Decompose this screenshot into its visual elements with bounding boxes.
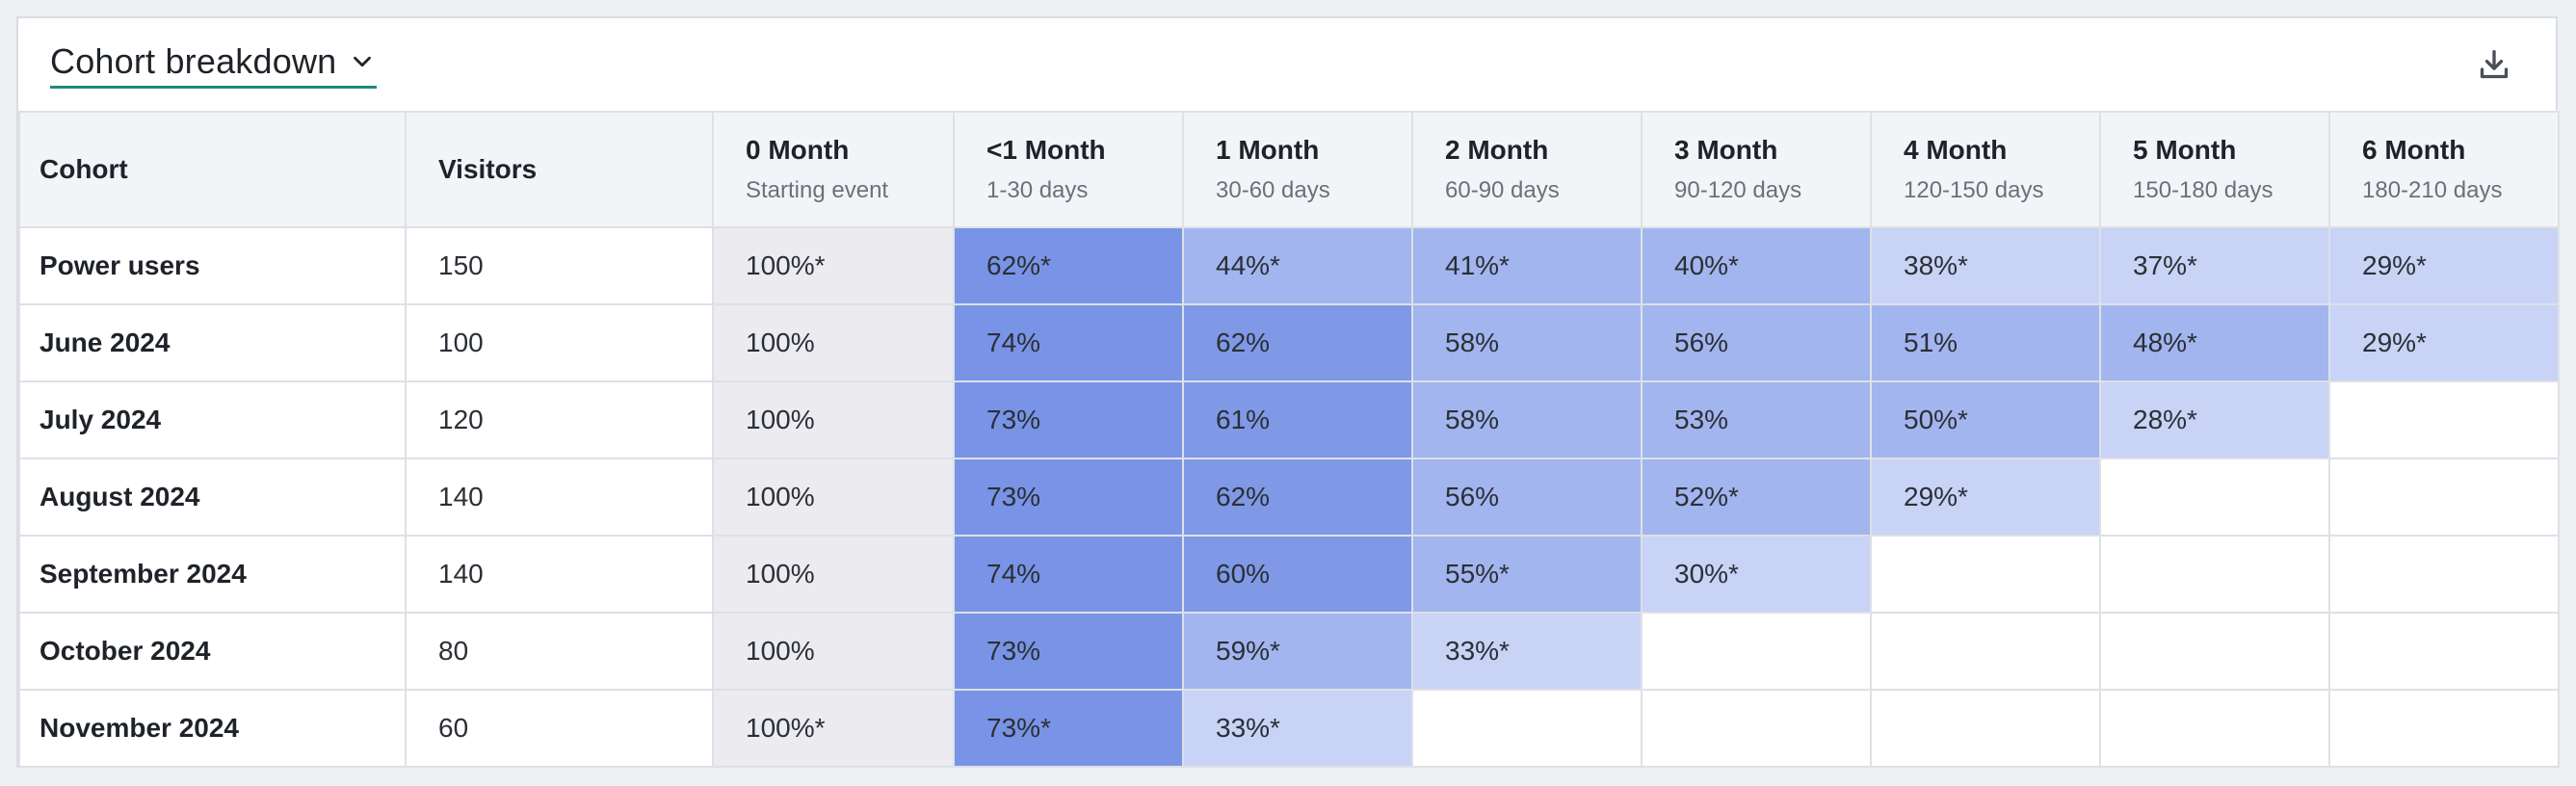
visitors-cell: 140	[405, 458, 714, 537]
retention-cell: 50%*	[1870, 380, 2101, 459]
retention-cell: 73%	[953, 612, 1184, 691]
cohort-name-cell: July 2024	[18, 380, 407, 459]
chevron-down-icon	[354, 56, 372, 67]
cohort-breakdown-panel: Cohort breakdown Cohort Vi	[16, 16, 2560, 768]
retention-cell: 48%*	[2099, 303, 2330, 382]
retention-cell: 59%*	[1182, 612, 1413, 691]
retention-cell: 58%	[1411, 380, 1643, 459]
empty-cell	[1870, 689, 2101, 768]
retention-cell: 29%*	[2328, 226, 2560, 305]
retention-cell: 55%*	[1411, 535, 1643, 614]
empty-cell	[2328, 689, 2560, 768]
retention-cell: 29%*	[2328, 303, 2560, 382]
retention-cell: 100%*	[712, 689, 955, 768]
retention-cell: 41%*	[1411, 226, 1643, 305]
retention-cell: 100%	[712, 303, 955, 382]
empty-cell	[2099, 689, 2330, 768]
empty-cell	[1870, 535, 2101, 614]
table-row[interactable]: November 2024 60 100%* 73%* 33%*	[18, 689, 2560, 768]
table-row[interactable]: June 2024 100 100% 74% 62% 58% 56% 51% 4…	[18, 303, 2560, 382]
visitors-cell: 80	[405, 612, 714, 691]
retention-cell: 58%	[1411, 303, 1643, 382]
column-header-month-lt1[interactable]: <1 Month 1-30 days	[953, 111, 1184, 228]
retention-cell: 100%	[712, 612, 955, 691]
retention-cell: 73%*	[953, 689, 1184, 768]
retention-cell: 37%*	[2099, 226, 2330, 305]
empty-cell	[2328, 458, 2560, 537]
retention-cell: 44%*	[1182, 226, 1413, 305]
retention-cell: 29%*	[1870, 458, 2101, 537]
column-header-month-1[interactable]: 1 Month 30-60 days	[1182, 111, 1413, 228]
retention-cell: 73%	[953, 458, 1184, 537]
retention-cell: 60%	[1182, 535, 1413, 614]
column-header-month-0[interactable]: 0 Month Starting event	[712, 111, 955, 228]
visitors-cell: 100	[405, 303, 714, 382]
visitors-cell: 60	[405, 689, 714, 768]
column-header-month-3[interactable]: 3 Month 90-120 days	[1641, 111, 1872, 228]
empty-cell	[1641, 612, 1872, 691]
cohort-breakdown-dropdown[interactable]: Cohort breakdown	[50, 41, 378, 89]
retention-cell: 100%	[712, 535, 955, 614]
column-header-month-6[interactable]: 6 Month 180-210 days	[2328, 111, 2560, 228]
retention-cell: 100%	[712, 380, 955, 459]
retention-cell: 62%	[1182, 458, 1413, 537]
panel-header: Cohort breakdown	[18, 18, 2556, 111]
table-row[interactable]: September 2024 140 100% 74% 60% 55%* 30%…	[18, 535, 2560, 614]
retention-cell: 100%*	[712, 226, 955, 305]
retention-cell: 56%	[1641, 303, 1872, 382]
column-header-visitors[interactable]: Visitors	[405, 111, 714, 228]
cohort-name-cell: June 2024	[18, 303, 407, 382]
retention-cell: 61%	[1182, 380, 1413, 459]
column-header-cohort[interactable]: Cohort	[18, 111, 407, 228]
empty-cell	[1870, 612, 2101, 691]
retention-cell: 100%	[712, 458, 955, 537]
cohort-name-cell: Power users	[18, 226, 407, 305]
empty-cell	[2099, 612, 2330, 691]
cohort-name-cell: November 2024	[18, 689, 407, 768]
panel-title: Cohort breakdown	[50, 41, 337, 81]
empty-cell	[2328, 380, 2560, 459]
retention-cell: 62%*	[953, 226, 1184, 305]
retention-cell: 52%*	[1641, 458, 1872, 537]
retention-cell: 74%	[953, 535, 1184, 614]
table-row[interactable]: Power users 150 100%* 62%* 44%* 41%* 40%…	[18, 226, 2560, 305]
table-row[interactable]: August 2024 140 100% 73% 62% 56% 52%* 29…	[18, 458, 2560, 537]
download-icon[interactable]	[2475, 45, 2513, 84]
cohort-name-cell: August 2024	[18, 458, 407, 537]
retention-cell: 33%*	[1182, 689, 1413, 768]
retention-cell: 74%	[953, 303, 1184, 382]
empty-cell	[2099, 535, 2330, 614]
visitors-cell: 120	[405, 380, 714, 459]
retention-cell: 62%	[1182, 303, 1413, 382]
retention-cell: 38%*	[1870, 226, 2101, 305]
retention-cell: 30%*	[1641, 535, 1872, 614]
table-row[interactable]: July 2024 120 100% 73% 61% 58% 53% 50%* …	[18, 380, 2560, 459]
column-header-month-5[interactable]: 5 Month 150-180 days	[2099, 111, 2330, 228]
empty-cell	[1411, 689, 1643, 768]
retention-cell: 73%	[953, 380, 1184, 459]
header-row: Cohort Visitors 0 Month Starting event <1…	[18, 111, 2560, 228]
visitors-cell: 150	[405, 226, 714, 305]
empty-cell	[1641, 689, 1872, 768]
column-header-month-4[interactable]: 4 Month 120-150 days	[1870, 111, 2101, 228]
column-header-month-2[interactable]: 2 Month 60-90 days	[1411, 111, 1643, 228]
retention-cell: 40%*	[1641, 226, 1872, 305]
retention-cell: 53%	[1641, 380, 1872, 459]
visitors-cell: 140	[405, 535, 714, 614]
cohort-table: Cohort Visitors 0 Month Starting event <1…	[18, 111, 2560, 768]
table-row[interactable]: October 2024 80 100% 73% 59%* 33%*	[18, 612, 2560, 691]
retention-cell: 56%	[1411, 458, 1643, 537]
retention-cell: 51%	[1870, 303, 2101, 382]
cohort-name-cell: October 2024	[18, 612, 407, 691]
empty-cell	[2099, 458, 2330, 537]
cohort-name-cell: September 2024	[18, 535, 407, 614]
empty-cell	[2328, 535, 2560, 614]
empty-cell	[2328, 612, 2560, 691]
retention-cell: 28%*	[2099, 380, 2330, 459]
retention-cell: 33%*	[1411, 612, 1643, 691]
